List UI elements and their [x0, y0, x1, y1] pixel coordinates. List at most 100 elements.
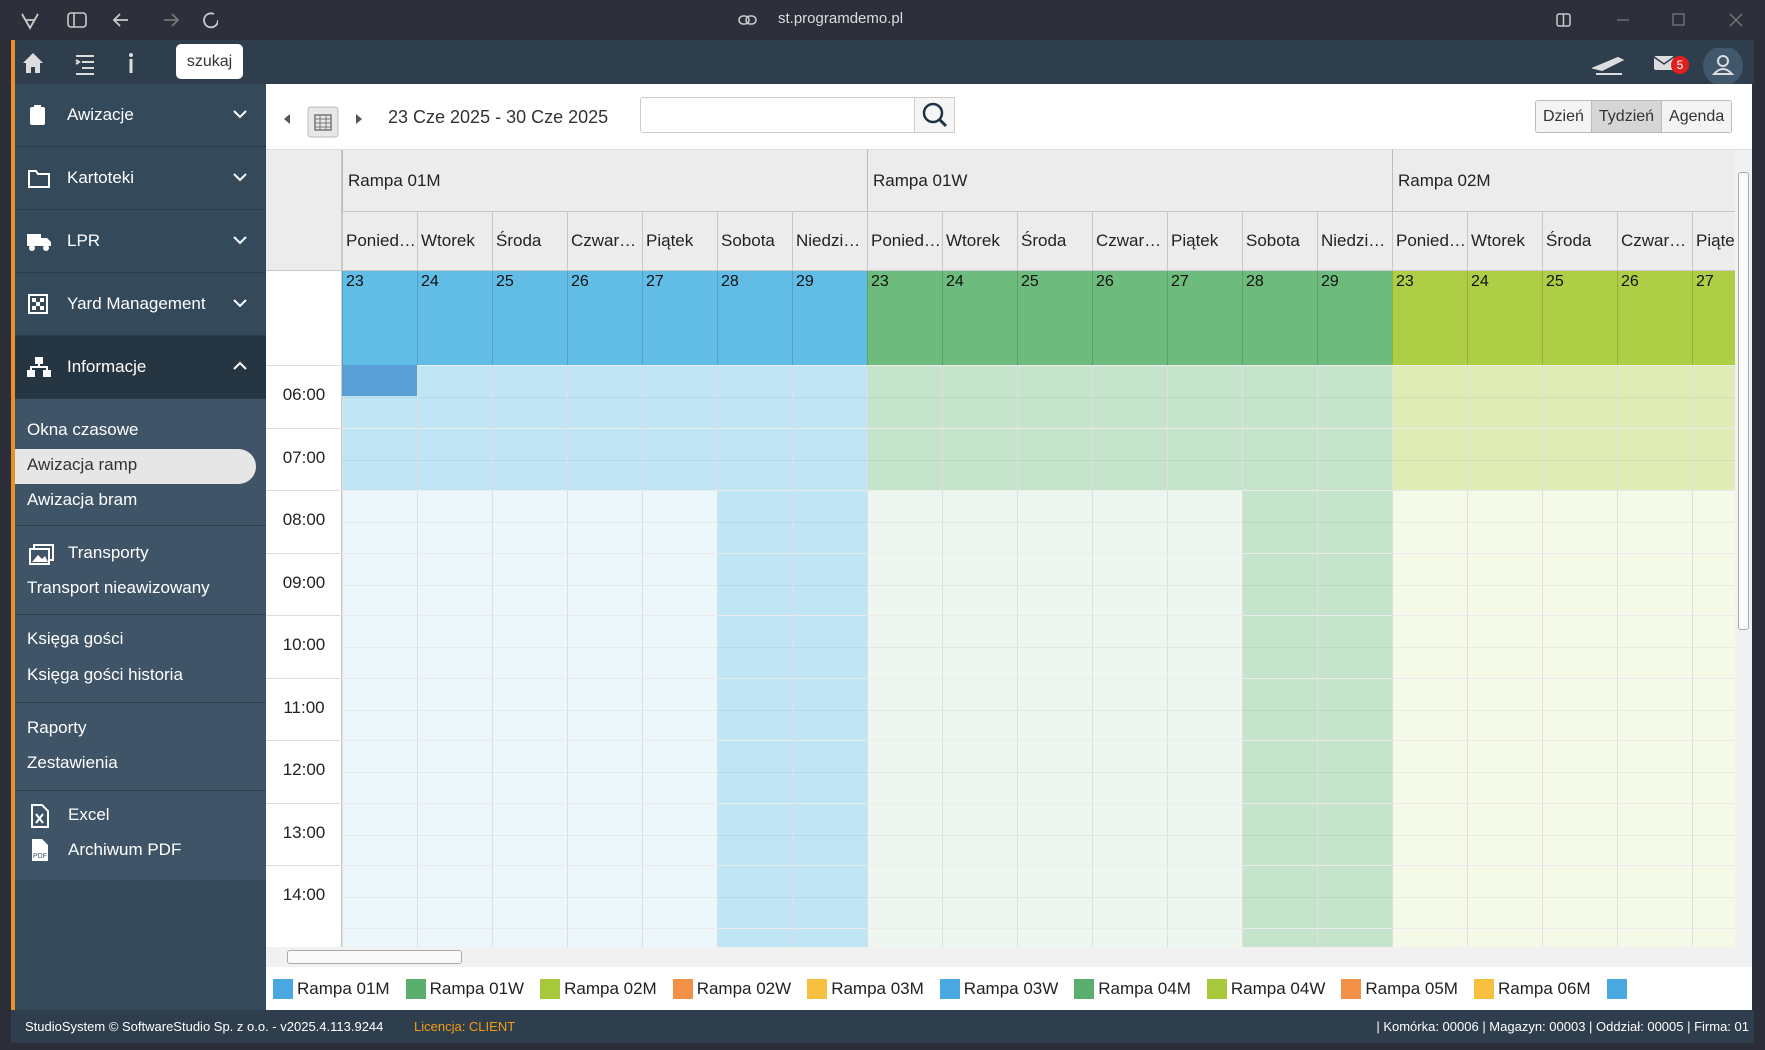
calendar-cell[interactable] [717, 740, 792, 803]
calendar-cell[interactable] [1467, 365, 1542, 428]
calendar-cell[interactable] [1467, 615, 1542, 678]
calendar-cell[interactable] [1317, 427, 1392, 490]
horizontal-scrollbar[interactable] [266, 947, 1752, 967]
calendar-cell[interactable] [642, 927, 717, 947]
calendar-cell[interactable] [1017, 927, 1092, 947]
calendar-cell[interactable] [1392, 615, 1467, 678]
calendar-cell[interactable] [942, 802, 1017, 865]
calendar-cell[interactable] [1467, 927, 1542, 947]
submenu-item[interactable]: Awizacja bram [27, 490, 138, 509]
calendar-cell[interactable] [417, 490, 492, 553]
calendar-cell[interactable] [1392, 490, 1467, 553]
calendar-cell[interactable] [1017, 740, 1092, 803]
menu-item[interactable]: LPR [15, 210, 266, 273]
calendar-cell[interactable] [492, 615, 567, 678]
calendar-cell[interactable] [1017, 552, 1092, 615]
menu-item[interactable]: Kartoteki [15, 147, 266, 210]
calendar-cell[interactable] [1167, 927, 1242, 947]
calendar-cell[interactable] [1242, 615, 1317, 678]
calendar-cell[interactable] [1167, 615, 1242, 678]
calendar-cell[interactable] [1242, 865, 1317, 928]
calendar-cell[interactable] [1092, 365, 1167, 428]
calendar-cell[interactable] [492, 802, 567, 865]
view-button[interactable]: Agenda [1662, 101, 1732, 132]
calendar-cell[interactable] [417, 927, 492, 947]
calendar-cell[interactable] [717, 552, 792, 615]
calendar-cell[interactable] [942, 552, 1017, 615]
calendar-cell[interactable] [492, 677, 567, 740]
menu-item[interactable]: Yard Management [15, 273, 266, 336]
calendar-cell[interactable] [417, 865, 492, 928]
calendar-cell[interactable] [1692, 615, 1735, 678]
calendar-cell[interactable] [1092, 490, 1167, 553]
calendar-cell[interactable] [1542, 802, 1617, 865]
calendar-cell[interactable] [942, 365, 1017, 428]
calendar-cell[interactable] [942, 615, 1017, 678]
calendar-cell[interactable] [1167, 427, 1242, 490]
calendar-cell[interactable] [1017, 865, 1092, 928]
calendar-cell[interactable] [1392, 365, 1467, 428]
calendar-cell[interactable] [867, 427, 942, 490]
calendar-cell[interactable] [717, 677, 792, 740]
calendar-cell[interactable] [1692, 427, 1735, 490]
calendar-cell[interactable] [1242, 802, 1317, 865]
calendar-cell[interactable] [1242, 927, 1317, 947]
calendar-cell[interactable] [1392, 927, 1467, 947]
calendar-cell[interactable] [1542, 552, 1617, 615]
menu-item[interactable]: Awizacje [15, 84, 266, 147]
calendar-cell[interactable] [1242, 677, 1317, 740]
calendar-cell[interactable] [1617, 740, 1692, 803]
calendar-cell[interactable] [417, 427, 492, 490]
calendar-cell[interactable] [1317, 927, 1392, 947]
calendar-cell[interactable] [342, 615, 417, 678]
submenu-item[interactable]: Archiwum PDF [68, 840, 182, 859]
calendar-cell[interactable] [417, 365, 492, 428]
calendar-cell[interactable] [792, 740, 867, 803]
calendar-cell[interactable] [1167, 365, 1242, 428]
calendar-cell[interactable] [1542, 615, 1617, 678]
calendar-cell[interactable] [1392, 552, 1467, 615]
calendar-cell[interactable] [717, 802, 792, 865]
menu-item[interactable]: Informacje [15, 336, 266, 399]
calendar-cell[interactable] [792, 552, 867, 615]
calendar-cell[interactable] [792, 365, 867, 428]
calendar-cell[interactable] [642, 865, 717, 928]
calendar-cell[interactable] [867, 552, 942, 615]
calendar-cell[interactable] [1692, 552, 1735, 615]
calendar-cell[interactable] [642, 740, 717, 803]
vertical-scrollbar[interactable] [1735, 150, 1752, 947]
calendar-cell[interactable] [942, 490, 1017, 553]
calendar-cell[interactable] [867, 490, 942, 553]
calendar-cell[interactable] [1092, 802, 1167, 865]
calendar-cell[interactable] [1617, 490, 1692, 553]
calendar-cell[interactable] [942, 740, 1017, 803]
calendar-cell[interactable] [1617, 927, 1692, 947]
calendar-cell[interactable] [342, 865, 417, 928]
calendar-cell[interactable] [792, 865, 867, 928]
calendar-cell[interactable] [792, 927, 867, 947]
calendar-cell[interactable] [642, 802, 717, 865]
calendar-cell[interactable] [642, 615, 717, 678]
calendar-cell[interactable] [642, 490, 717, 553]
calendar-cell[interactable] [1467, 677, 1542, 740]
calendar-cell[interactable] [1167, 740, 1242, 803]
calendar-cell[interactable] [1092, 927, 1167, 947]
calendar-cell[interactable] [1017, 365, 1092, 428]
calendar-cell[interactable] [1167, 490, 1242, 553]
calendar-cell[interactable] [792, 677, 867, 740]
calendar-cell[interactable] [1392, 427, 1467, 490]
calendar-cell[interactable] [492, 927, 567, 947]
submenu-item[interactable]: Transport nieawizowany [27, 578, 210, 597]
calendar-cell[interactable] [417, 677, 492, 740]
calendar-cell[interactable] [342, 552, 417, 615]
calendar-cell[interactable] [717, 927, 792, 947]
calendar-cell[interactable] [1692, 365, 1735, 428]
calendar-cell[interactable] [1467, 490, 1542, 553]
calendar-cell[interactable] [1242, 365, 1317, 428]
calendar-cell[interactable] [867, 927, 942, 947]
calendar-cell[interactable] [1167, 865, 1242, 928]
calendar-cell[interactable] [1617, 365, 1692, 428]
calendar-cell[interactable] [1617, 677, 1692, 740]
calendar-cell[interactable] [342, 927, 417, 947]
calendar-cell[interactable] [1017, 802, 1092, 865]
